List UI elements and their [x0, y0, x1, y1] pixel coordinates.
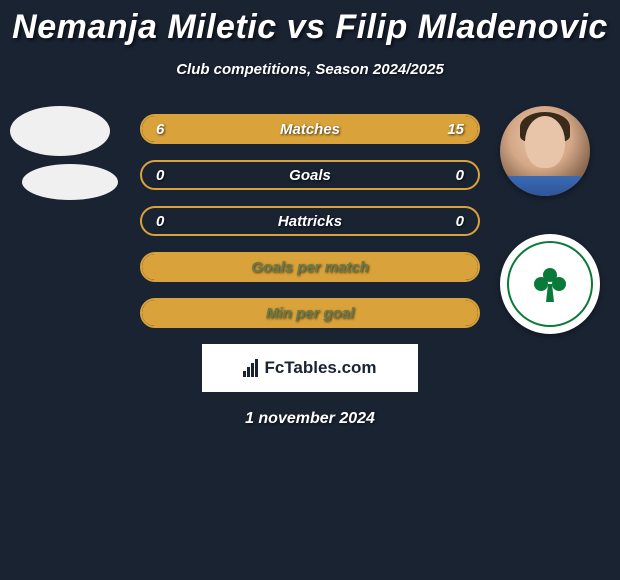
comparison-content: 6 15 Matches 0 0 Goals 0 0 Hattricks Goals per ma…	[0, 114, 620, 328]
bar-value-right: 0	[456, 213, 464, 230]
bar-label: Goals	[289, 167, 331, 184]
bar-fill-right	[238, 116, 478, 142]
date-text: 1 november 2024	[0, 410, 620, 428]
bar-label: Goals per match	[251, 259, 369, 276]
bar-value-left: 0	[156, 167, 164, 184]
branding-banner: FcTables.com	[202, 344, 418, 392]
stat-bar: Goals per match	[140, 252, 480, 282]
bar-label: Matches	[280, 121, 340, 138]
bar-value-left: 6	[156, 121, 164, 138]
stat-bar: 0 0 Goals	[140, 160, 480, 190]
stat-bar: 0 0 Hattricks	[140, 206, 480, 236]
bar-value-left: 0	[156, 213, 164, 230]
avatar-shirt	[500, 176, 590, 196]
player-right-club-badge	[500, 234, 600, 334]
clover-icon	[530, 264, 570, 304]
avatar-face	[525, 116, 565, 168]
bar-value-right: 15	[447, 121, 464, 138]
stat-bar: Min per goal	[140, 298, 480, 328]
player-left-avatar	[10, 106, 110, 156]
player-left-club-badge	[22, 164, 118, 200]
stat-bars: 6 15 Matches 0 0 Goals 0 0 Hattricks Goals per ma…	[140, 114, 480, 328]
branding-text: FcTables.com	[264, 358, 376, 378]
bar-label: Min per goal	[266, 305, 354, 322]
brand-chart-icon	[243, 359, 258, 377]
bar-label: Hattricks	[278, 213, 342, 230]
page-title: Nemanja Miletic vs Filip Mladenovic	[0, 0, 620, 47]
player-right-avatar	[500, 106, 590, 196]
club-badge-inner	[507, 241, 593, 327]
stat-bar: 6 15 Matches	[140, 114, 480, 144]
subtitle: Club competitions, Season 2024/2025	[0, 61, 620, 78]
bar-value-right: 0	[456, 167, 464, 184]
